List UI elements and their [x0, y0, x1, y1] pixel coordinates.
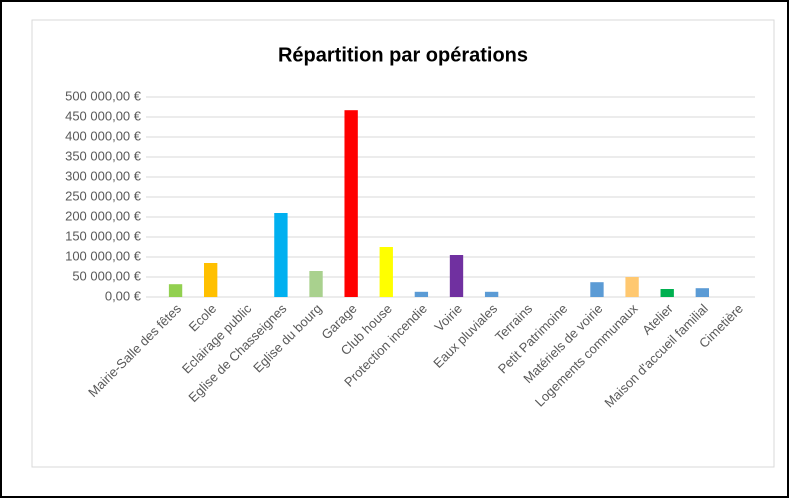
y-tick-label: 400 000,00 €: [65, 128, 142, 143]
bar: [309, 271, 323, 297]
bar: [590, 282, 604, 297]
bar: [344, 110, 358, 297]
y-tick-label: 250 000,00 €: [65, 188, 142, 203]
y-tick-label: 350 000,00 €: [65, 148, 142, 163]
bar: [414, 291, 429, 297]
chart-area: [31, 19, 775, 468]
y-tick-label: 100 000,00 €: [65, 248, 142, 263]
bar: [625, 277, 639, 297]
y-tick-label: 300 000,00 €: [65, 168, 142, 183]
y-tick-label: 150 000,00 €: [65, 228, 142, 243]
bar: [484, 291, 499, 297]
bar: [274, 213, 288, 297]
y-tick-label: 50 000,00 €: [72, 268, 141, 283]
bar: [449, 255, 464, 297]
y-tick-label: 0,00 €: [105, 288, 142, 303]
bar: [204, 263, 218, 297]
y-tick-label: 450 000,00 €: [65, 108, 142, 123]
bar: [695, 288, 709, 297]
bar: [168, 284, 183, 297]
bar: [379, 247, 393, 297]
y-tick-label: 200 000,00 €: [65, 208, 142, 223]
y-tick-label: 500 000,00 €: [65, 88, 142, 103]
bar: [660, 289, 674, 297]
chart-title: Répartition par opérations: [278, 44, 528, 66]
